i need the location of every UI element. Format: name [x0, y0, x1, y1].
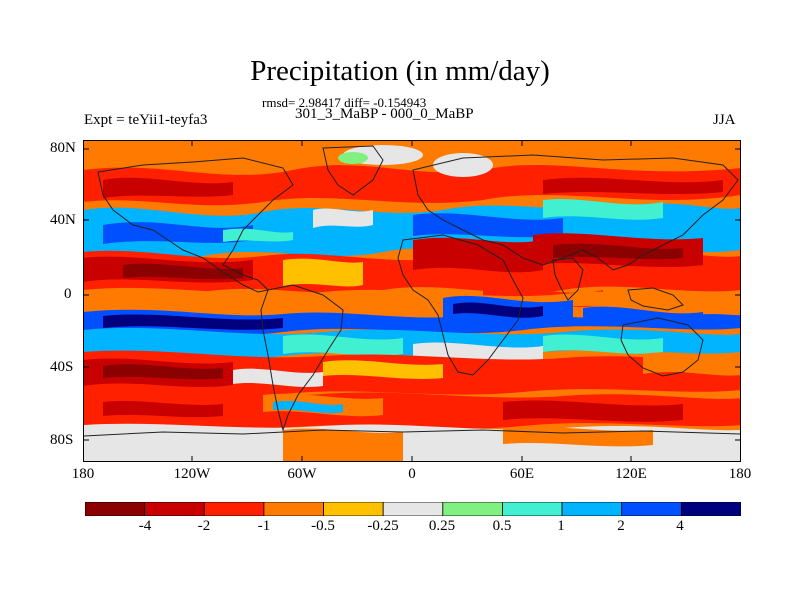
colorbar-swatch	[680, 502, 741, 516]
y-tick-label: 40S	[50, 359, 74, 375]
y-tick-label: 0	[64, 286, 72, 302]
experiment-subtitle: 301_3_MaBP - 000_0_MaBP	[295, 106, 474, 122]
x-tick-label: 120E	[615, 466, 647, 482]
y-tick-label: 40N	[50, 212, 76, 228]
colorbar-swatch	[442, 502, 503, 516]
colorbar-label: -0.5	[311, 518, 335, 534]
colorbar-label: -4	[138, 518, 152, 534]
precipitation-map	[83, 140, 741, 462]
colorbar	[85, 502, 741, 516]
x-tick-label: 60E	[509, 466, 535, 482]
colorbar-swatch	[323, 502, 384, 516]
colorbar-label: 4	[676, 518, 684, 534]
colorbar-swatch	[203, 502, 265, 516]
map-ticks	[83, 140, 741, 462]
colorbar-label: 0.5	[492, 518, 512, 534]
colorbar-label: -1	[257, 518, 271, 534]
colorbar-swatch	[382, 502, 444, 516]
colorbar-swatch	[561, 502, 623, 516]
y-tick-label: 80N	[50, 140, 76, 156]
colorbar-label: -0.25	[367, 518, 399, 534]
colorbar-swatch	[263, 502, 324, 516]
colorbar-label: 1	[557, 518, 565, 534]
colorbar-label: -2	[197, 518, 211, 534]
map-fields	[84, 141, 740, 461]
stats-line: rmsd= 2.98417 diff= -0.154943	[262, 95, 427, 110]
colorbar-label: 2	[617, 518, 625, 534]
colorbar-swatch	[621, 502, 682, 516]
experiment-label: Expt = teYii1-teyfa3	[84, 112, 208, 128]
plot-title: Precipitation (in mm/day)	[250, 55, 550, 87]
x-tick-label: 180	[71, 466, 95, 482]
y-tick-label: 80S	[50, 432, 74, 448]
x-tick-label: 180	[728, 466, 752, 482]
x-tick-label: 120W	[173, 466, 211, 482]
season-label: JJA	[713, 112, 736, 128]
x-tick-label: 60W	[287, 466, 317, 482]
colorbar-swatch	[144, 502, 205, 516]
colorbar-label: 0.25	[428, 518, 456, 534]
colorbar-swatch	[85, 502, 146, 516]
x-tick-label: 0	[408, 466, 416, 482]
colorbar-swatch	[502, 502, 563, 516]
coastlines	[84, 145, 740, 437]
